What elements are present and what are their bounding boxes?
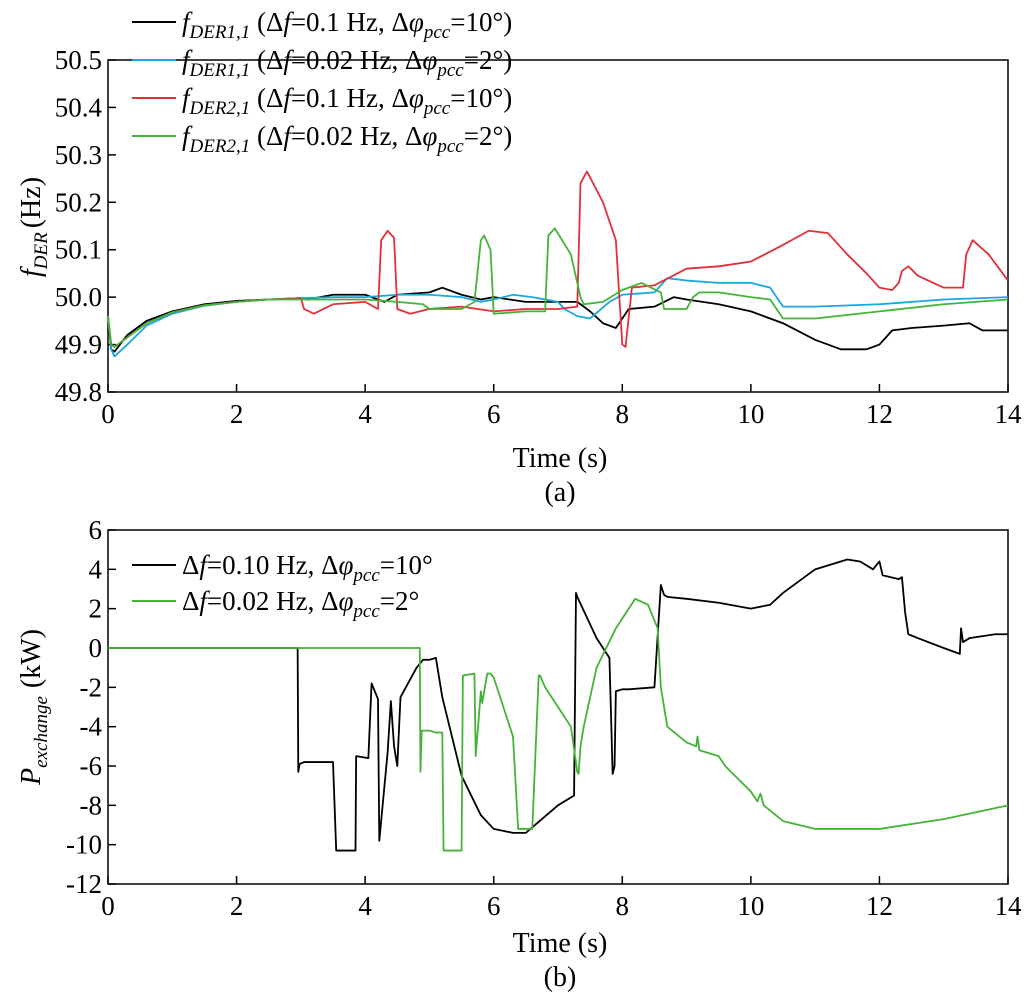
legend-entry: Δf=0.02 Hz, Δφpcc=2° <box>182 586 419 622</box>
y-tick-label: 50.0 <box>55 282 102 312</box>
y-tick-label: -4 <box>80 712 103 742</box>
axis-ticks-a: 0 2 4 6 8 10 12 14 49.8 49.9 50.0 50.1 50.2 50.3 50.4 5… <box>55 45 1022 429</box>
y-tick-label: 50.1 <box>55 235 102 265</box>
x-tick-label: 10 <box>737 399 764 429</box>
y-label-main-b: P <box>16 768 47 786</box>
y-axis-label-b: Pexchange (kW) <box>16 629 52 786</box>
legend-a: fDER1,1 (Δf=0.1 Hz, Δφpcc=10°)fDER1,1 (Δ… <box>132 7 512 157</box>
series-line-2 <box>107 277 1009 358</box>
y-tick-label: -6 <box>80 751 103 781</box>
x-tick-label: 12 <box>866 399 893 429</box>
panel-label-a: (a) <box>544 477 575 508</box>
y-tick-label: -2 <box>80 672 103 702</box>
x-tick-label: 2 <box>230 399 244 429</box>
y-tick-label: 49.8 <box>55 377 102 407</box>
y-axis-label-a: fDER (Hz) <box>16 177 52 277</box>
series-line-1 <box>108 558 1008 852</box>
y-tick-label: 49.9 <box>55 330 102 360</box>
x-tick-label: 0 <box>101 891 115 921</box>
x-tick-label: 4 <box>358 399 372 429</box>
x-tick-label: 10 <box>737 891 764 921</box>
x-tick-label: 6 <box>487 891 501 921</box>
series-line-4 <box>107 227 1009 348</box>
x-tick-label: 0 <box>101 399 115 429</box>
x-axis-label-a: Time (s) <box>513 443 608 474</box>
y-tick-label: 4 <box>89 554 103 584</box>
plot-area-b <box>107 529 1009 885</box>
y-tick-label: -8 <box>80 790 103 820</box>
legend-entry: fDER1,1 (Δf=0.1 Hz, Δφpcc=10°) <box>182 7 512 43</box>
y-tick-label: 0 <box>89 633 103 663</box>
series-line-3 <box>107 170 1009 348</box>
y-tick-label: 50.3 <box>55 140 102 170</box>
x-tick-label: 2 <box>230 891 244 921</box>
svg-text:Pexchange(kW): Pexchange (kW) <box>16 629 52 786</box>
x-tick-label: 4 <box>358 891 372 921</box>
y-label-sub-a: DER <box>31 232 52 270</box>
y-tick-label: 50.4 <box>55 92 103 122</box>
y-label-unit-a: (Hz) <box>16 177 47 228</box>
legend-entry: fDER2,1 (Δf=0.02 Hz, Δφpcc=2°) <box>182 121 512 157</box>
panel-b-power-exchange-chart: 0 2 4 6 8 10 12 14 -12 -10 -8 -6 -4 -2 0 2 4 6 Δf=0.10 Hz… <box>16 515 1022 993</box>
y-label-unit-b: (kW) <box>16 629 47 688</box>
y-label-sub-b: exchange <box>31 696 52 768</box>
panel-label-b: (b) <box>544 962 577 993</box>
svg-text:fDER(Hz): fDER (Hz) <box>16 177 52 277</box>
y-tick-label: 50.5 <box>55 45 102 75</box>
series-lines-b <box>108 558 1009 852</box>
axis-ticks-b: 0 2 4 6 8 10 12 14 -12 -10 -8 -6 -4 -2 0 2 4 6 <box>66 515 1022 921</box>
x-tick-label: 12 <box>866 891 893 921</box>
y-tick-label: 2 <box>89 594 103 624</box>
plot-area-a <box>107 59 1009 393</box>
x-tick-label: 6 <box>487 399 501 429</box>
y-tick-label: -12 <box>66 869 102 899</box>
legend-entry: fDER1,1 (Δf=0.02 Hz, Δφpcc=2°) <box>182 45 512 81</box>
x-tick-label: 8 <box>616 399 630 429</box>
legend-entry: Δf=0.10 Hz, Δφpcc=10° <box>182 550 433 586</box>
y-tick-label: -10 <box>66 830 102 860</box>
x-tick-label: 14 <box>995 891 1023 921</box>
y-label-main-a: f <box>16 266 47 277</box>
y-tick-label: 50.2 <box>55 187 102 217</box>
legend-entry: fDER2,1 (Δf=0.1 Hz, Δφpcc=10°) <box>182 83 512 119</box>
series-line-2 <box>108 597 1009 852</box>
x-tick-label: 14 <box>995 399 1023 429</box>
x-axis-label-b: Time (s) <box>513 928 608 959</box>
y-tick-label: 6 <box>89 515 103 545</box>
series-lines-a <box>107 170 1009 358</box>
x-tick-label: 8 <box>616 891 630 921</box>
series-line-1 <box>107 286 1008 353</box>
panel-a-frequency-chart: 0 2 4 6 8 10 12 14 49.8 49.9 50.0 50.1 50.2 50.3 50.4 5… <box>16 7 1022 508</box>
legend-b: Δf=0.10 Hz, Δφpcc=10°Δf=0.02 Hz, Δφpcc=2… <box>132 550 433 622</box>
